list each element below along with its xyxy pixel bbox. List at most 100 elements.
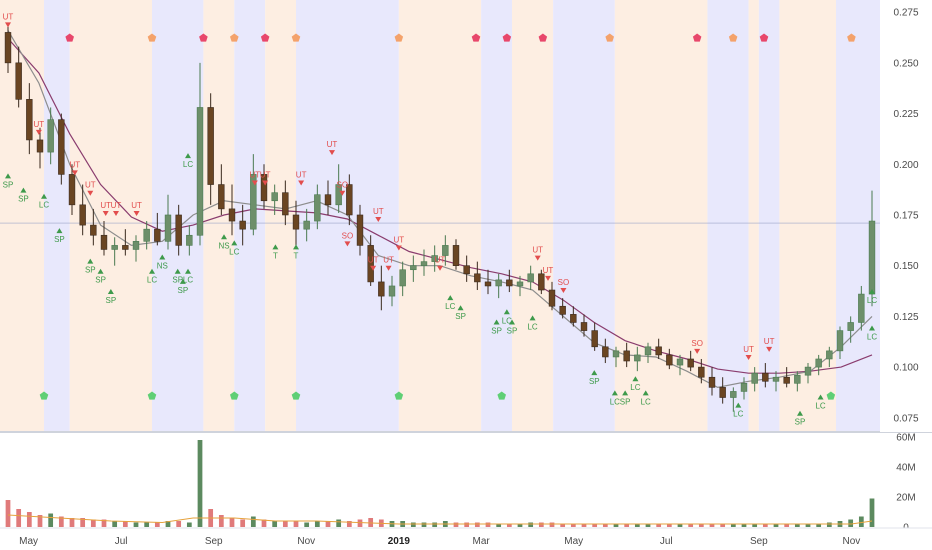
candle-body: [570, 314, 577, 323]
price-tick-label: 0.150: [893, 261, 918, 272]
time-tick-label: Nov: [297, 536, 315, 547]
signal-up-triangle: [56, 228, 63, 234]
volume-bar: [304, 522, 310, 527]
volume-bar: [581, 524, 587, 527]
signal-up-triangle: [41, 193, 47, 199]
candle-body: [452, 245, 460, 266]
signal-up-triangle: [869, 325, 875, 331]
top-marker: [471, 33, 481, 42]
volume-bar: [80, 518, 86, 527]
volume-bar: [645, 524, 651, 527]
volume-bar: [282, 521, 288, 527]
candle-body: [591, 330, 598, 348]
time-tick-label: Nov: [843, 536, 861, 547]
time-axis[interactable]: May Jul Sep Nov 2019 Mar May Jul Sep Nov: [0, 527, 932, 550]
volume-bar: [218, 515, 224, 527]
signal-label: UT: [260, 171, 271, 180]
volume-bar: [325, 521, 331, 527]
volume-ma-line: [7, 514, 873, 525]
bottom-marker: [497, 391, 506, 400]
bottom-marker: [230, 391, 239, 400]
volume-bar: [26, 512, 32, 527]
signal-down-triangle: [534, 255, 541, 261]
signal-label: LC: [867, 296, 877, 305]
signal-label: SP: [455, 312, 466, 321]
candles: [4, 26, 876, 412]
bottom-marker: [39, 391, 49, 400]
signal-up-triangle: [179, 278, 186, 284]
candle-body: [698, 366, 705, 378]
candle-body: [687, 358, 694, 368]
candle-body: [655, 346, 662, 356]
background-band: [481, 0, 512, 432]
signal-label: UT: [373, 207, 384, 216]
signal-label: UT: [435, 256, 446, 265]
signal-label: UT: [70, 160, 81, 169]
signal-up-triangle: [817, 394, 824, 400]
time-tick-label: 2019: [388, 536, 411, 547]
volume-bar: [709, 524, 715, 527]
candle-body: [794, 374, 801, 384]
volume-bar: [346, 521, 352, 527]
price-axis[interactable]: 0.275 0.250 0.225 0.200 0.175 0.150 0.125 0.100…: [880, 0, 932, 432]
signal-label: LC: [445, 302, 455, 311]
volume-bar: [528, 522, 534, 527]
time-tick-label: Sep: [205, 536, 223, 547]
volume-bar: [688, 524, 694, 527]
signal-down-triangle: [375, 217, 382, 223]
volume-bar: [538, 522, 544, 527]
top-marker: [538, 33, 548, 42]
signal-up-triangle: [107, 289, 114, 295]
candle-body: [431, 255, 438, 262]
signal-label: UT: [34, 120, 45, 129]
price-tick-label: 0.175: [893, 210, 918, 221]
signal-label: UT: [296, 171, 307, 180]
volume-bar: [720, 524, 726, 527]
volume-bar: [101, 519, 107, 527]
signal-up-triangle: [231, 240, 238, 246]
bottom-marker: [147, 391, 157, 400]
price-tick-label: 0.225: [893, 109, 918, 120]
time-tick-label: Mar: [473, 536, 491, 547]
signal-label: SO: [558, 278, 570, 287]
candle-body: [580, 322, 588, 331]
candle-body: [847, 322, 854, 331]
signal-down-triangle: [113, 210, 119, 216]
volume-axis[interactable]: 020M40M60M: [880, 433, 932, 534]
volume-bar: [5, 500, 11, 527]
volume-bar: [261, 519, 267, 527]
candle-body: [303, 220, 310, 230]
candle-body: [506, 279, 513, 287]
candle-body: [730, 391, 737, 398]
volume-bar: [165, 521, 171, 527]
candle-body: [239, 220, 246, 230]
ma-slow-line: [7, 38, 873, 374]
top-marker: [394, 33, 404, 42]
volume-bar: [474, 522, 480, 527]
signal-label: SP: [54, 235, 65, 244]
signal-label: UT: [3, 12, 14, 21]
candle-body: [90, 224, 97, 236]
price-tick-label: 0.100: [893, 363, 918, 374]
signal-up-triangle: [632, 376, 639, 382]
candle-body: [122, 245, 129, 250]
candle-body: [516, 281, 524, 287]
volume-bar: [602, 524, 608, 527]
signal-label: LC: [630, 383, 640, 392]
price-tick-label: 0.075: [893, 413, 918, 424]
candle-body: [420, 261, 428, 266]
candle-body: [740, 383, 748, 392]
bottom-markers: [39, 391, 836, 400]
signal-label: SP: [620, 397, 631, 406]
candle-body: [772, 376, 780, 382]
volume-bar: [122, 521, 128, 527]
volume-bar: [314, 521, 320, 527]
candle-body: [47, 119, 54, 153]
candle-body: [314, 194, 321, 222]
signal-down-triangle: [262, 180, 269, 186]
candle-body: [474, 273, 481, 283]
signal-label: LC: [183, 276, 193, 285]
signal-up-triangle: [529, 315, 536, 321]
